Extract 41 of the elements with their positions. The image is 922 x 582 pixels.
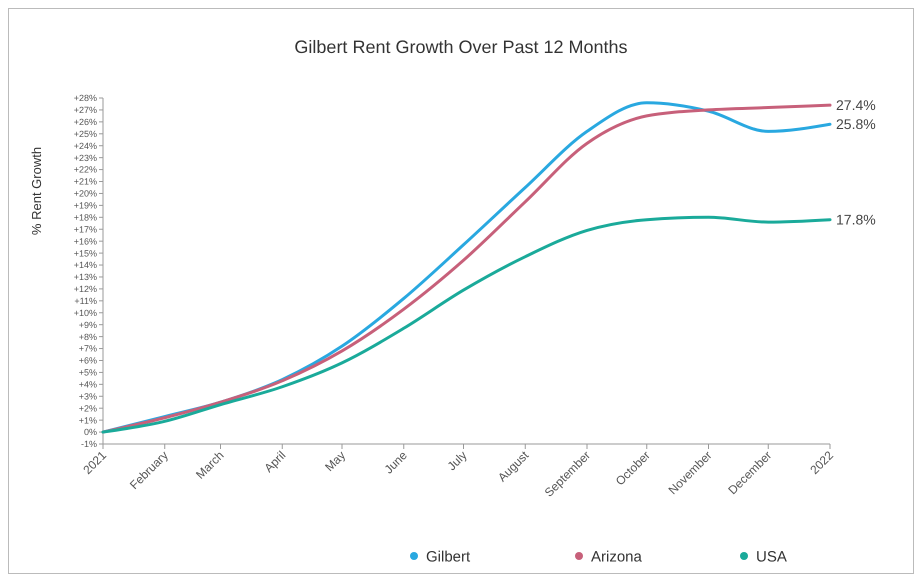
- y-tick-label: +4%: [78, 379, 97, 390]
- y-tick-label: +14%: [74, 260, 97, 270]
- data-label: 17.8%: [836, 212, 876, 228]
- legend-label: USA: [756, 548, 787, 566]
- y-axis-title: % Rent Growth: [29, 146, 44, 236]
- y-tick-label: +26%: [74, 117, 97, 128]
- y-tick-label: +15%: [74, 248, 97, 258]
- y-tick-label: +1%: [78, 415, 97, 426]
- y-tick-label: +10%: [74, 308, 97, 318]
- x-tick-label: July: [444, 448, 470, 474]
- x-tick-label: May: [322, 448, 348, 474]
- y-tick-label: +16%: [74, 236, 97, 246]
- y-tick-label: +23%: [74, 152, 97, 163]
- y-tick-label: +18%: [74, 212, 97, 222]
- data-label: 25.8%: [836, 116, 876, 132]
- y-tick-label: +25%: [74, 128, 97, 139]
- y-tick-label: +22%: [74, 164, 97, 175]
- y-tick-label: +5%: [78, 368, 97, 378]
- line-series: [102, 216, 832, 434]
- legend-label: Gilbert: [426, 548, 472, 566]
- y-tick-label: +12%: [74, 284, 97, 294]
- chart-title: Gilbert Rent Growth Over Past 12 Months: [294, 37, 628, 57]
- y-tick-label: +11%: [74, 296, 97, 306]
- y-tick-label: +8%: [78, 332, 97, 342]
- y-tick-label: +21%: [74, 176, 97, 187]
- y-tick-label: +19%: [74, 200, 97, 211]
- y-tick-label: +6%: [78, 356, 97, 366]
- data-label: 27.4%: [836, 97, 876, 114]
- y-tick-label: 0%: [84, 427, 97, 438]
- y-tick-label: +13%: [74, 272, 97, 282]
- y-tick-label: +7%: [78, 344, 97, 354]
- y-tick-label: +27%: [74, 105, 97, 116]
- y-tick-label: +28%: [74, 93, 97, 104]
- y-tick-label: -1%: [80, 439, 97, 450]
- y-tick-label: +9%: [78, 320, 97, 330]
- legend-label: Arizona: [591, 548, 643, 566]
- y-tick-label: +17%: [74, 224, 97, 234]
- y-tick-label: +2%: [78, 403, 97, 414]
- y-tick-label: +20%: [74, 188, 97, 199]
- y-tick-label: +24%: [74, 140, 97, 151]
- y-tick-label: +3%: [78, 391, 97, 402]
